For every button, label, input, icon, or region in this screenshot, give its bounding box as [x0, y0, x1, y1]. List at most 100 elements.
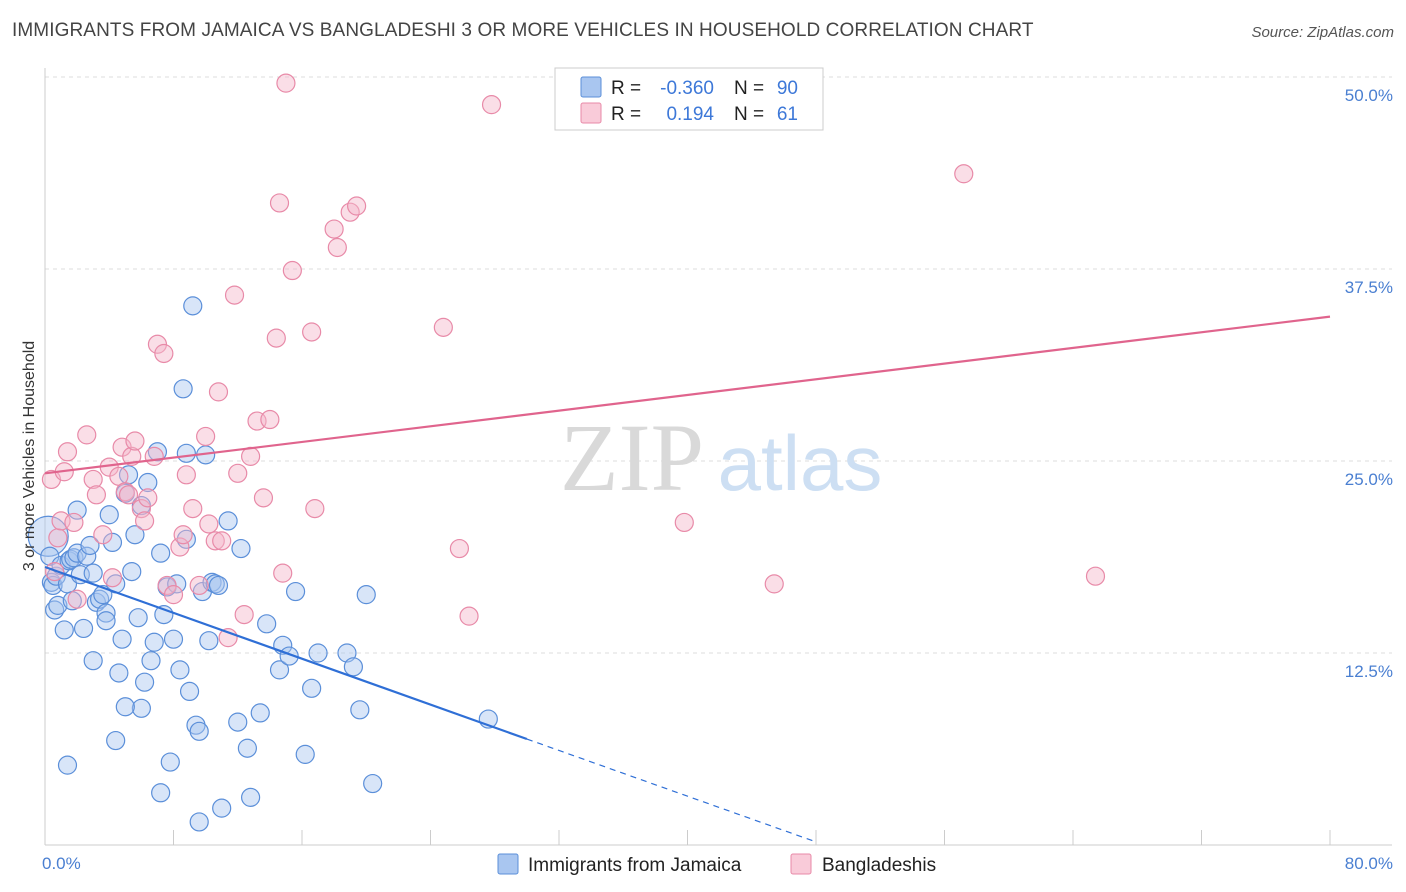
jamaica-point-82 — [241, 787, 261, 807]
jamaica-point-83 — [131, 698, 151, 718]
bangladeshi-point-41 — [234, 604, 254, 625]
jamaica-point-59 — [218, 511, 238, 531]
jamaica-point-46 — [170, 660, 190, 680]
bangladeshi-point-20 — [131, 499, 151, 519]
bottom-legend-label-bangladeshi: Bangladeshis — [822, 855, 936, 876]
jamaica-point-33 — [128, 608, 148, 628]
y-tick-label-0: 12.5% — [1345, 662, 1393, 681]
bangladeshi-point-45 — [260, 409, 280, 430]
bangladeshi-point-27 — [163, 585, 184, 605]
jamaica-point-28 — [112, 629, 132, 649]
jamaica-point-65 — [269, 660, 290, 680]
jamaica-point-73 — [343, 657, 363, 677]
jamaica-point-79 — [151, 783, 171, 803]
bangladeshi-point-48 — [273, 563, 293, 583]
legend-n-label-1: N = — [734, 78, 764, 99]
legend-r-label-2: R = — [611, 104, 641, 125]
series-bangladeshi-points — [41, 73, 1106, 648]
bangladeshi-point-30 — [176, 465, 196, 485]
x-tick-label-min: 0.0% — [42, 854, 81, 873]
watermark-zip: ZIP — [560, 404, 704, 511]
bangladeshi-point-62 — [764, 574, 784, 594]
x-tick-label-max: 80.0% — [1345, 854, 1393, 873]
bangladeshi-point-52 — [324, 219, 344, 239]
jamaica-point-71 — [308, 643, 328, 663]
jamaica-point-40 — [151, 543, 171, 563]
bangladeshi-point-47 — [269, 193, 290, 213]
jamaica-point-55 — [199, 631, 219, 651]
jamaica-point-78 — [57, 755, 78, 775]
bangladeshi-point-18 — [122, 446, 142, 466]
jamaica-point-47 — [173, 379, 193, 399]
jamaica-point-43 — [160, 752, 180, 772]
bangladeshi-point-21 — [134, 511, 155, 531]
jamaica-point-16 — [73, 618, 94, 639]
series-legend: Immigrants from Jamaica Bangladeshis — [497, 853, 936, 876]
jamaica-point-50 — [183, 296, 203, 316]
jamaica-point-38 — [144, 632, 164, 652]
jamaica-point-88 — [96, 611, 116, 631]
jamaica-point-25 — [102, 532, 123, 553]
legend-swatch-bangladeshi — [580, 102, 602, 124]
tick-labels: 12.5% 25.0% 37.5% 50.0% 0.0% 80.0% — [42, 86, 1393, 873]
jamaica-point-69 — [295, 744, 315, 764]
bangladeshi-point-33 — [196, 426, 216, 447]
legend-r-value-2: 0.194 — [666, 104, 714, 125]
bangladeshi-point-5 — [57, 442, 78, 462]
jamaica-point-17 — [77, 546, 97, 566]
jamaica-point-23 — [96, 603, 116, 623]
bangladeshi-point-31 — [183, 499, 203, 519]
jamaica-point-64 — [257, 614, 277, 634]
bangladeshi-point-64 — [1085, 566, 1106, 586]
bangladeshi-point-9 — [83, 469, 103, 490]
bangladeshi-point-61 — [674, 512, 694, 533]
jamaica-point-63 — [250, 703, 270, 723]
bangladeshi-point-37 — [212, 531, 232, 551]
bangladeshi-point-58 — [459, 606, 479, 626]
bangladeshi-point-40 — [228, 463, 248, 483]
bottom-legend-swatch-bangladeshi — [790, 853, 812, 875]
bangladeshi-point-50 — [302, 322, 322, 342]
jamaica-point-52 — [189, 721, 209, 741]
bangladeshi-point-28 — [170, 537, 190, 557]
bangladeshi-point-25 — [154, 343, 174, 364]
bangladeshi-point-13 — [102, 568, 123, 588]
bangladeshi-point-53 — [327, 237, 347, 258]
jamaica-point-87 — [67, 500, 87, 520]
jamaica-point-36 — [138, 472, 158, 493]
bottom-legend-label-jamaica: Immigrants from Jamaica — [528, 855, 742, 876]
watermark-atlas: atlas — [718, 419, 883, 507]
y-tick-label-1: 25.0% — [1345, 470, 1393, 489]
jamaica-point-58 — [212, 798, 232, 818]
axes — [44, 68, 1392, 846]
jamaica-point-89 — [208, 575, 229, 596]
legend-n-value-1: 90 — [777, 78, 798, 99]
y-tick-label-2: 37.5% — [1345, 278, 1393, 297]
bangladeshi-point-7 — [67, 589, 87, 609]
y-tick-label-3: 50.0% — [1345, 86, 1393, 105]
legend-r-value-1: -0.360 — [660, 78, 714, 99]
bangladeshi-point-32 — [189, 575, 209, 596]
bangladeshi-point-55 — [347, 196, 367, 216]
jamaica-point-24 — [99, 505, 119, 525]
bangladeshi-point-46 — [266, 328, 286, 348]
bangladeshi-point-35 — [205, 531, 225, 551]
jamaica-point-62 — [237, 738, 257, 758]
bottom-legend-swatch-jamaica — [497, 853, 519, 875]
bangladeshi-point-16 — [115, 482, 135, 502]
jamaica-point-57 — [205, 574, 225, 594]
jamaica-point-27 — [109, 663, 129, 683]
jamaica-point-76 — [363, 773, 383, 794]
gridlines — [45, 76, 1392, 654]
bangladeshi-point-56 — [433, 317, 453, 337]
jamaica-point-68 — [285, 581, 306, 602]
jamaica-point-35 — [134, 672, 155, 692]
legend-n-value-2: 61 — [777, 104, 798, 125]
legend-n-label-2: N = — [734, 104, 764, 125]
bangladeshi-point-51 — [305, 499, 325, 519]
bangladeshi-point-8 — [77, 425, 97, 445]
bangladeshi-point-60 — [276, 73, 296, 93]
jamaica-point-81 — [106, 730, 126, 751]
bangladeshi-point-57 — [449, 538, 470, 559]
